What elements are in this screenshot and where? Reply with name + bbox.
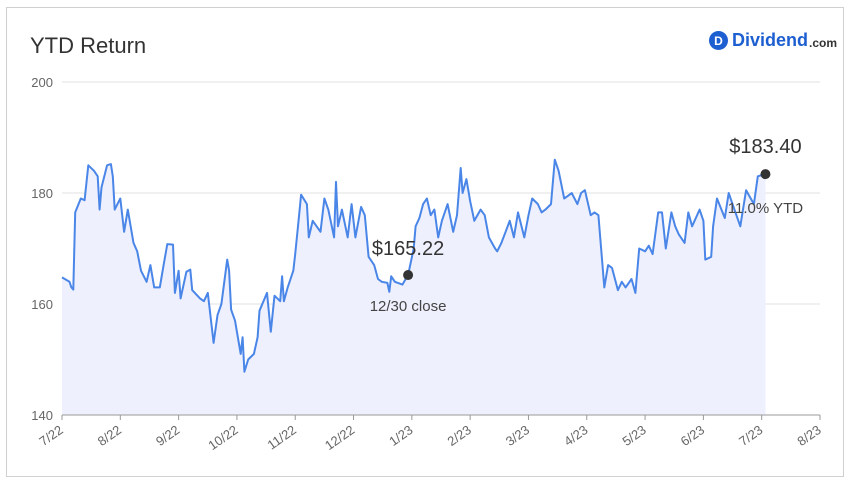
- y-tick-label: 140: [31, 408, 53, 423]
- x-tick-label: 7/23: [736, 422, 765, 449]
- x-tick-label: 2/23: [445, 422, 474, 449]
- x-tick-label: 8/22: [95, 422, 124, 449]
- x-tick-label: 6/23: [678, 422, 707, 449]
- y-tick-label: 160: [31, 297, 53, 312]
- series-area: [62, 159, 766, 415]
- x-tick-label: 3/23: [503, 422, 532, 449]
- brand-tld: .com: [808, 35, 837, 50]
- x-tick-label: 1/23: [386, 422, 415, 449]
- annotation-sublabel: 12/30 close: [370, 298, 447, 315]
- dividend-logo-icon: D: [708, 31, 728, 50]
- x-tick-label: 7/22: [36, 422, 65, 449]
- y-tick-label: 200: [31, 75, 53, 90]
- annotation-sublabel: 11.0% YTD: [728, 200, 803, 217]
- annotation-price-label: $183.40: [729, 136, 801, 158]
- chart-title: YTD Return: [30, 33, 147, 58]
- brand-name: Dividend: [731, 30, 808, 50]
- x-tick-label: 11/22: [264, 422, 298, 452]
- series-line: [61, 158, 766, 373]
- x-tick-label: 10/22: [205, 422, 240, 453]
- marker-12-30-close: [403, 270, 414, 281]
- marker-latest: [760, 169, 771, 180]
- x-tick-label: 4/23: [561, 422, 590, 449]
- x-tick-label: 12/22: [322, 422, 357, 453]
- x-tick-label: 8/23: [794, 422, 823, 449]
- x-tick-label: 9/22: [153, 422, 182, 449]
- y-tick-label: 180: [31, 186, 53, 201]
- annotation-price-label: $165.22: [372, 238, 444, 260]
- x-tick-label: 5/23: [619, 422, 648, 449]
- brand-logo[interactable]: D Dividend .com: [708, 30, 837, 51]
